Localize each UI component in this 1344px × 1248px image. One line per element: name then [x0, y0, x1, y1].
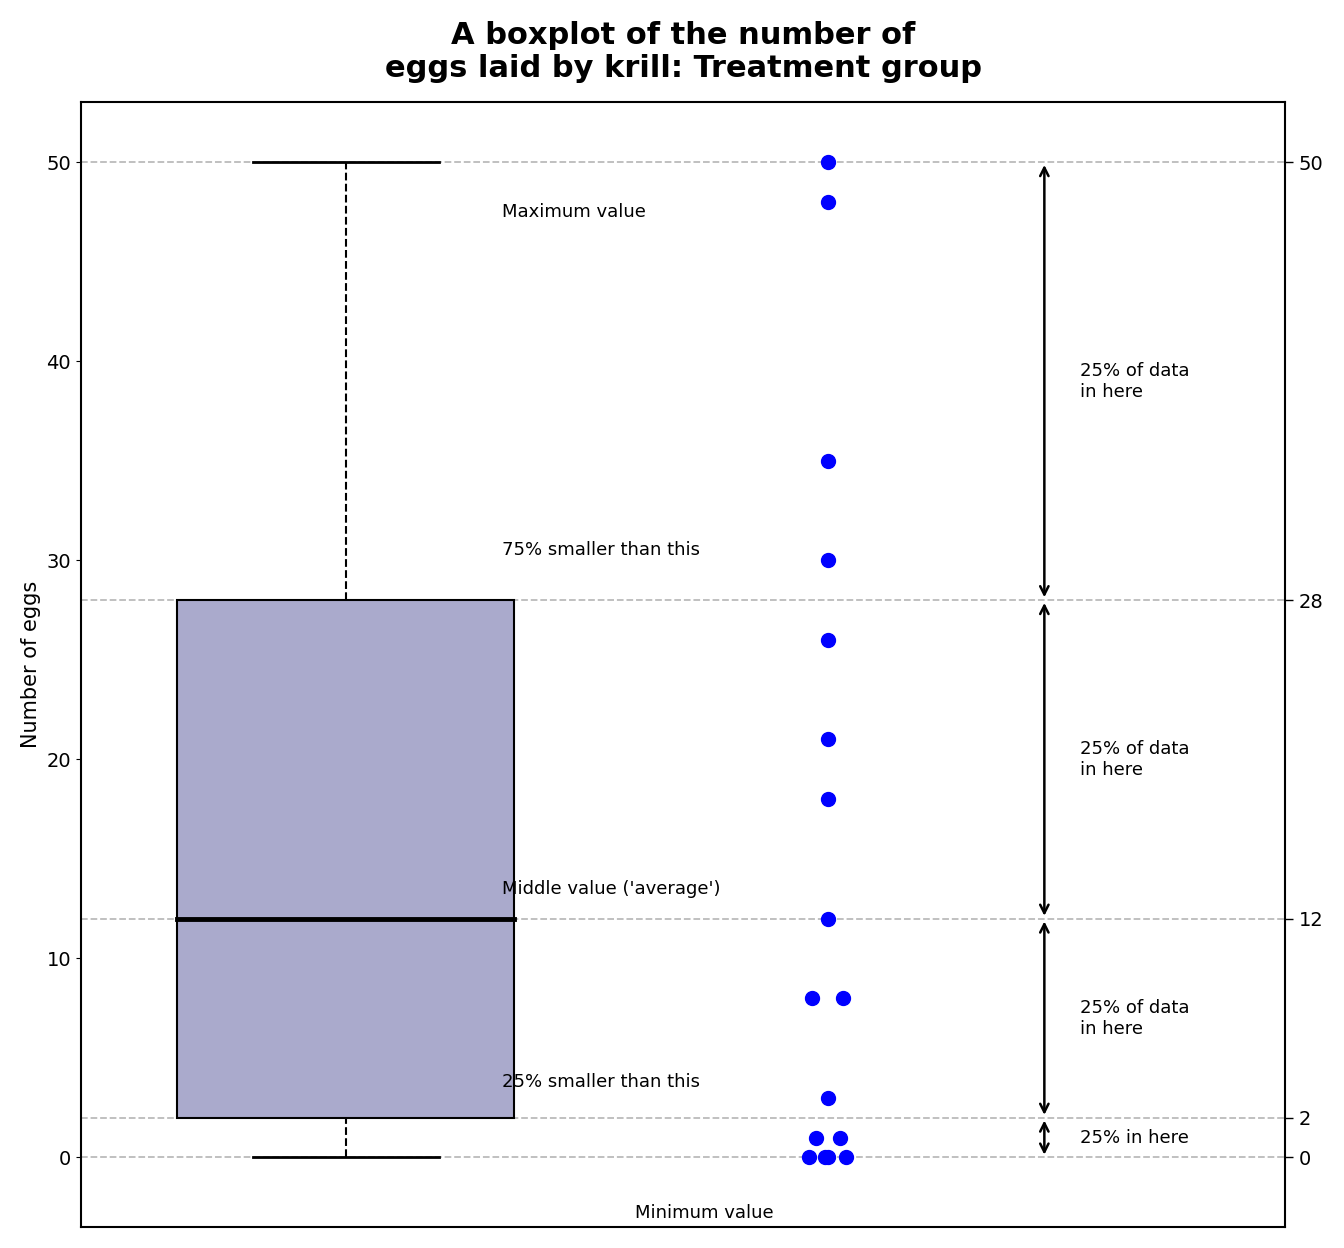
Text: Maximum value: Maximum value	[503, 203, 646, 221]
Text: Minimum value: Minimum value	[634, 1204, 774, 1222]
Text: 25% of data
in here: 25% of data in here	[1081, 740, 1189, 779]
Text: 25% in here: 25% in here	[1081, 1128, 1189, 1147]
Y-axis label: Number of eggs: Number of eggs	[22, 582, 40, 749]
Title: A boxplot of the number of
eggs laid by krill: Treatment group: A boxplot of the number of eggs laid by …	[384, 21, 981, 84]
Text: 25% smaller than this: 25% smaller than this	[503, 1073, 700, 1091]
Text: 25% of data
in here: 25% of data in here	[1081, 998, 1189, 1037]
Text: 25% of data
in here: 25% of data in here	[1081, 362, 1189, 401]
Text: Middle value ('average'): Middle value ('average')	[503, 880, 720, 897]
Text: 75% smaller than this: 75% smaller than this	[503, 542, 700, 559]
Bar	[177, 600, 515, 1118]
